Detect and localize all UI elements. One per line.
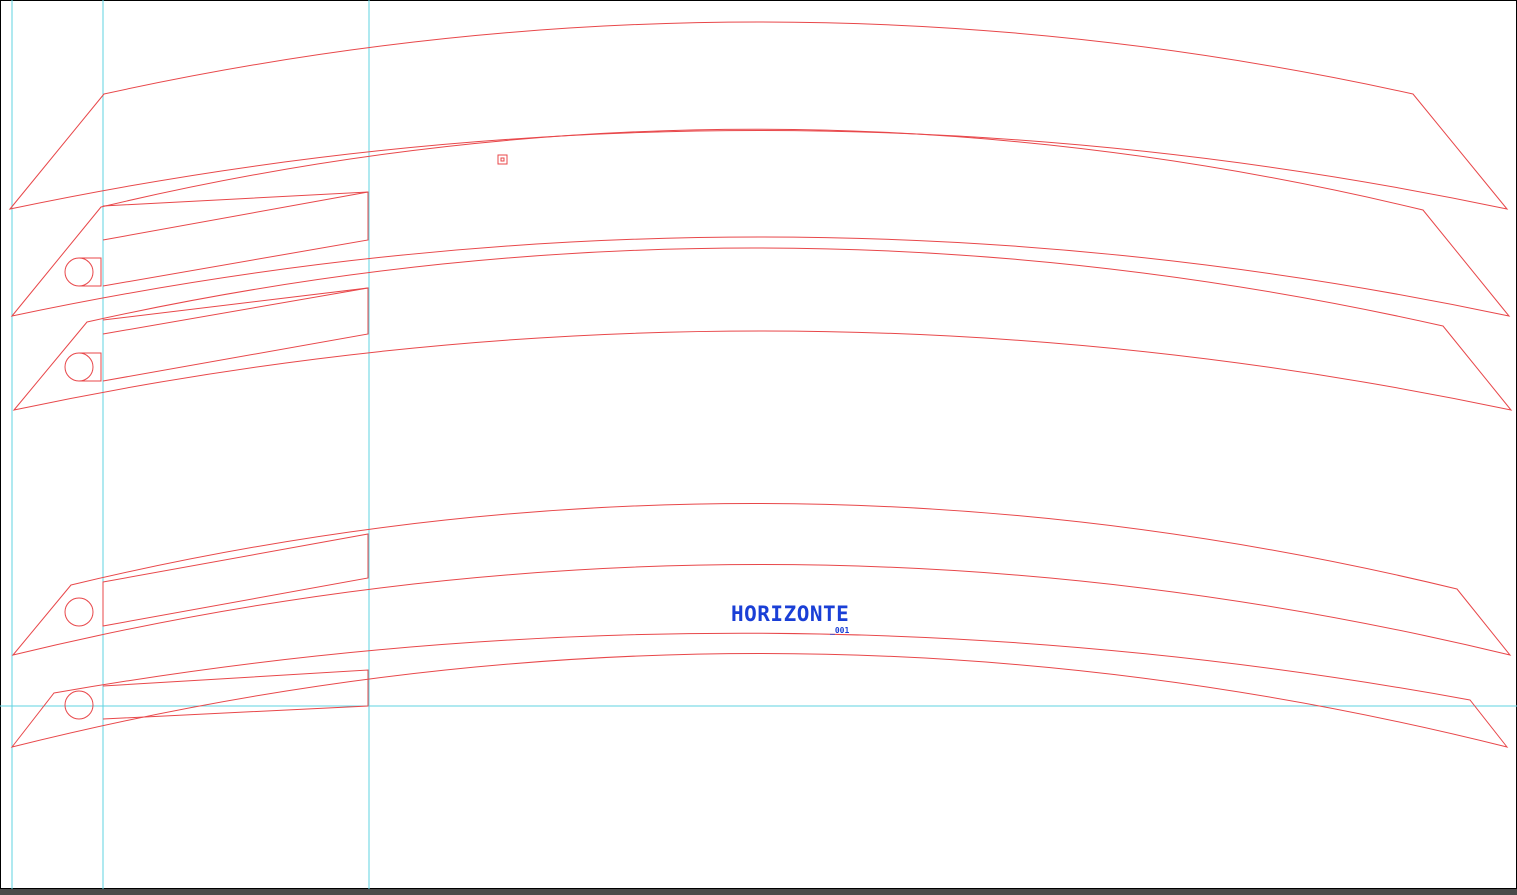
- band-2-tab[interactable]: [102, 191, 369, 287]
- band-1-outline[interactable]: [8, 21, 1509, 210]
- band-3-outline[interactable]: [12, 247, 1513, 411]
- band-4-hole[interactable]: [64, 597, 94, 627]
- band-3-tab[interactable]: [102, 287, 369, 382]
- logo-title: HORIZONTE: [731, 602, 850, 626]
- registration-mark-inner: [500, 157, 505, 162]
- band-4-tab[interactable]: [102, 533, 369, 627]
- registration-mark[interactable]: [497, 154, 508, 165]
- band-5-tab[interactable]: [102, 669, 369, 720]
- band-3-hole[interactable]: [64, 352, 94, 382]
- band-2-tab-inner[interactable]: [102, 191, 369, 241]
- band-2-hole-slot[interactable]: [79, 257, 102, 287]
- band-2-hole[interactable]: [64, 257, 94, 287]
- band-4-outline[interactable]: [11, 503, 1512, 656]
- band-2-outline[interactable]: [10, 128, 1511, 317]
- band-3-tab-inner[interactable]: [102, 287, 369, 335]
- band-5-outline[interactable]: [10, 632, 1509, 748]
- band-3-hole-slot[interactable]: [79, 352, 102, 382]
- bottom-scrollbar[interactable]: [0, 889, 1517, 895]
- band-5-hole[interactable]: [64, 690, 94, 720]
- logo-subtitle: _001: [830, 626, 850, 635]
